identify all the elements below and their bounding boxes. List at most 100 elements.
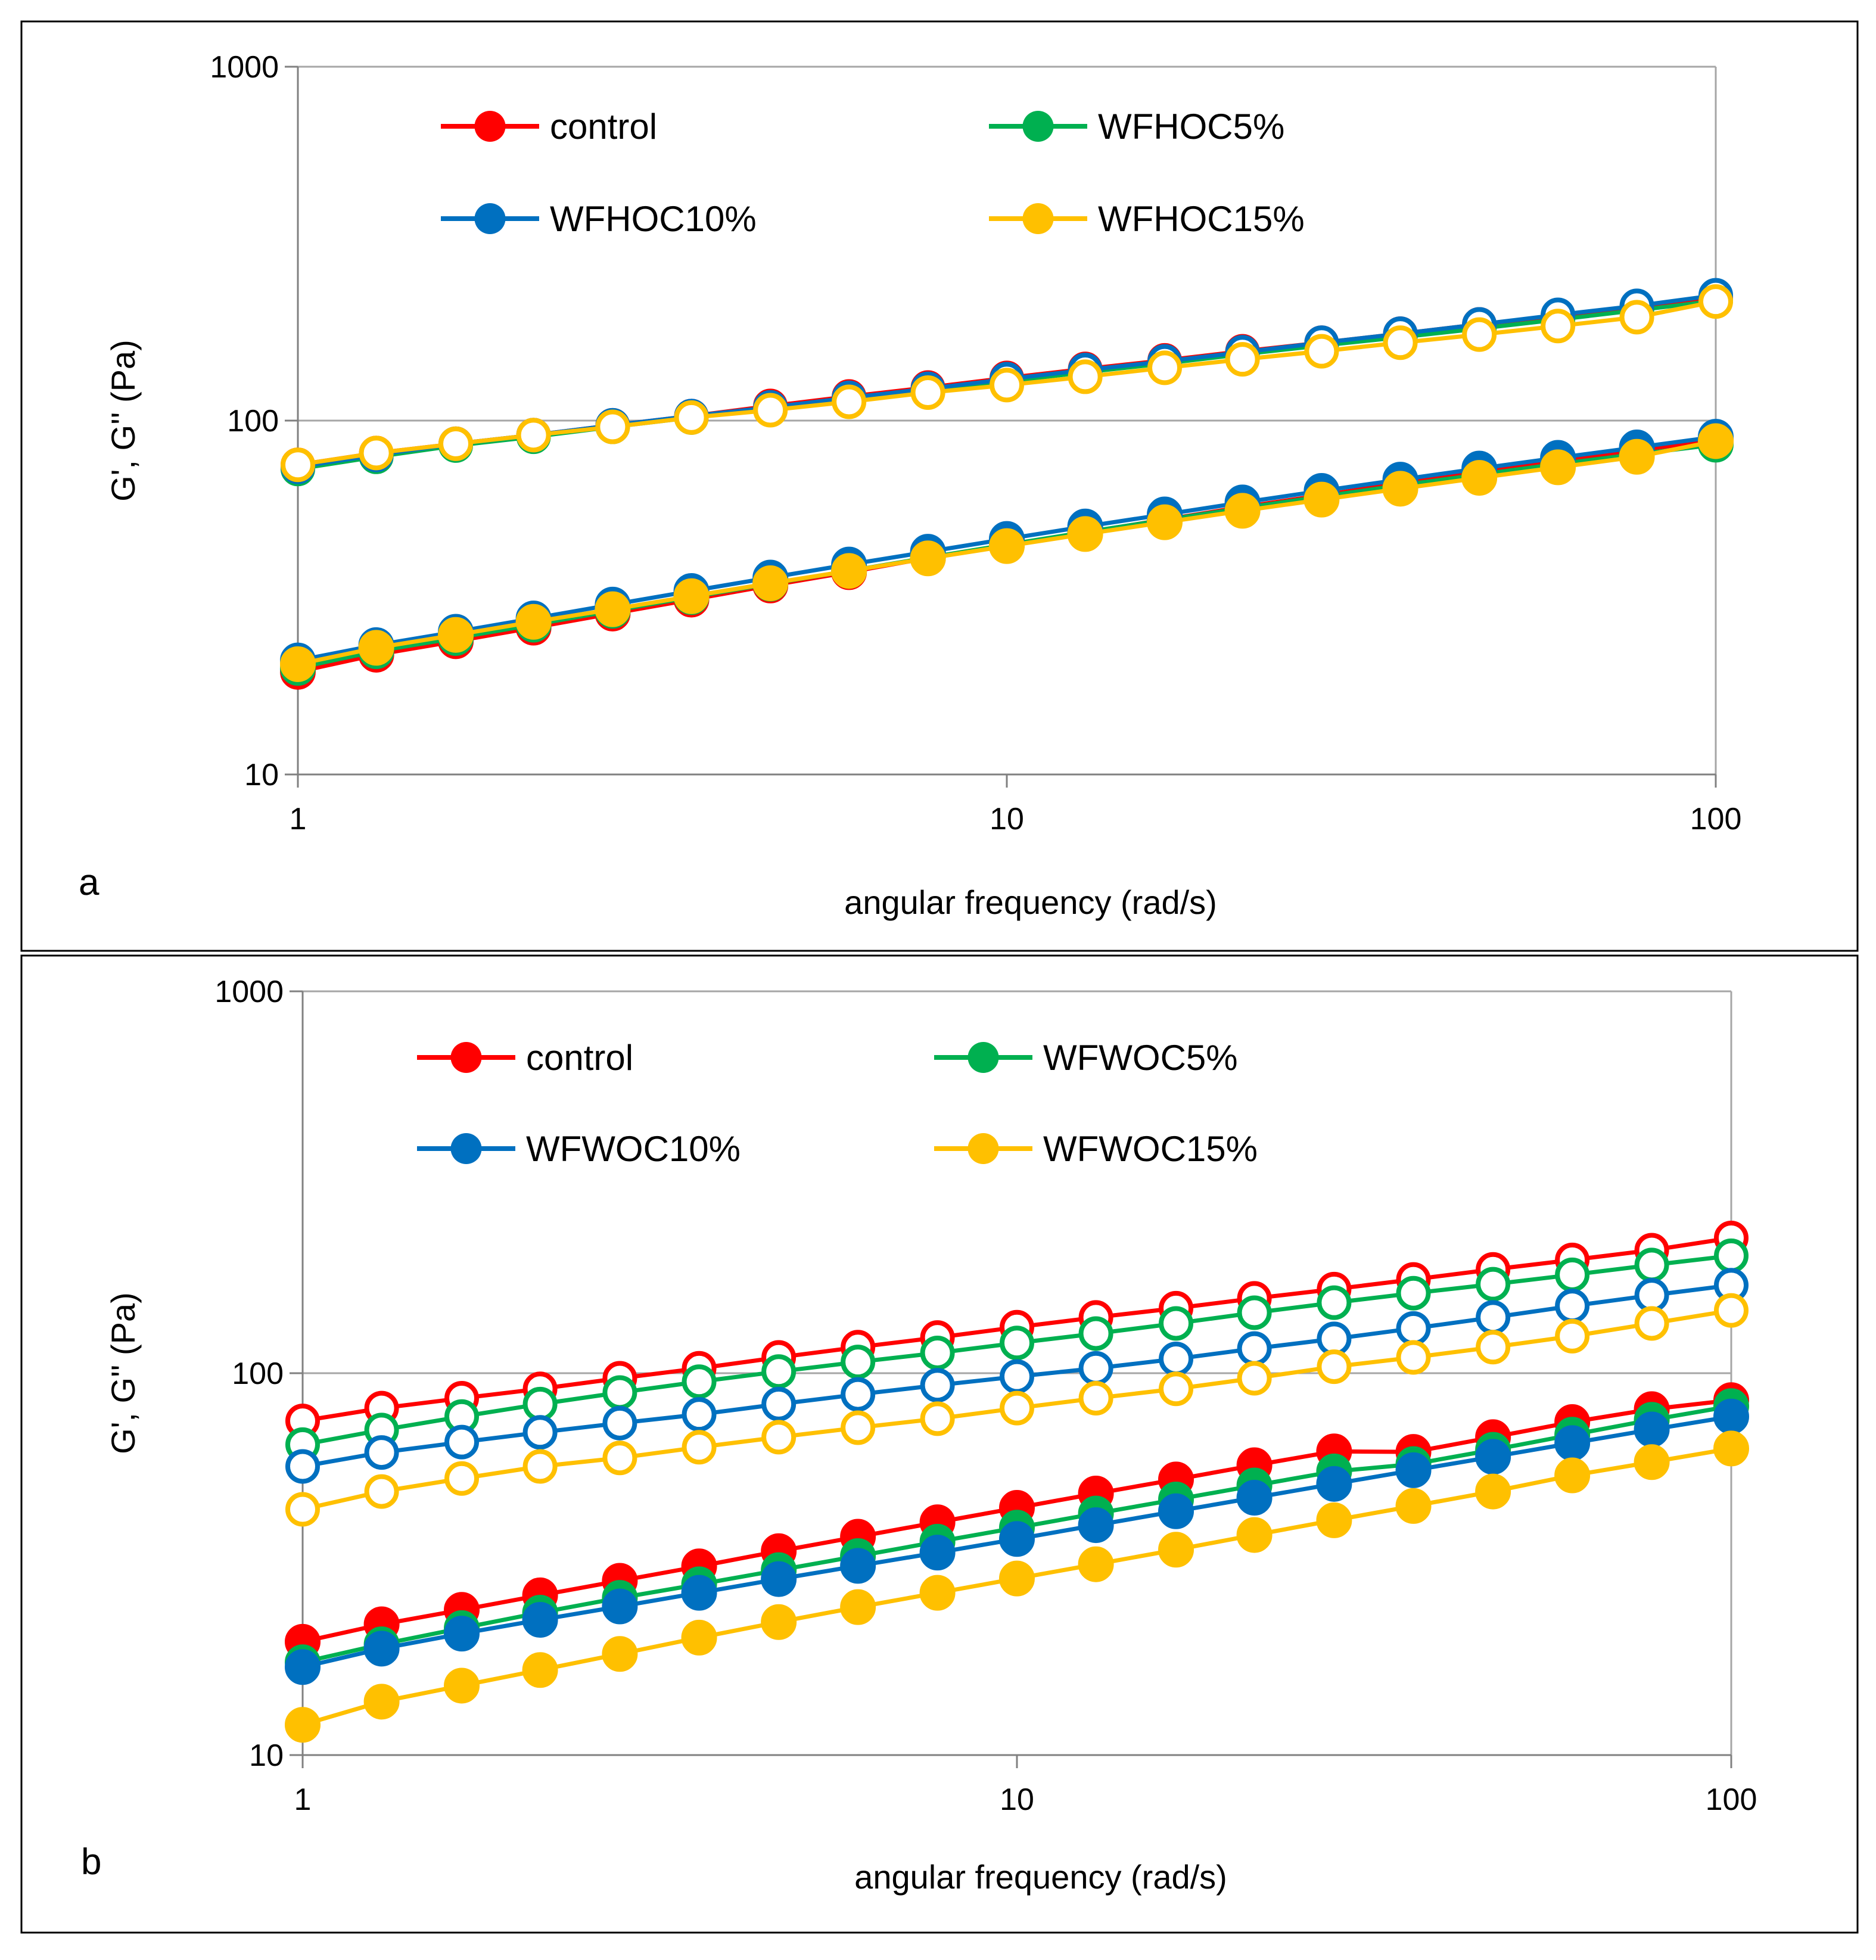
legend: control WFHOC5% WFHOC10% WFHOC15% [441,107,1305,239]
data-point [1396,1311,1431,1346]
data-point [1395,1452,1432,1488]
data-point [444,1424,480,1460]
data-point [1475,1473,1511,1510]
y-tick-label: 100 [227,404,279,438]
data-point [1634,1247,1669,1283]
data-point [1462,317,1497,352]
data-point [682,1430,717,1465]
y-tick-label: 10 [244,758,279,792]
x-tick-label: 100 [1690,802,1742,836]
y-axis-title: G', G'' (Pa) [104,1292,142,1454]
data-point [364,1435,399,1470]
data-point [364,1474,399,1509]
data-point [522,1415,558,1450]
legend-label-wfwoc15pct: WFWOC15% [1043,1129,1258,1169]
data-point [761,1420,797,1455]
data-point [602,1636,638,1672]
y-axis-title: G', G'' (Pa) [104,340,142,502]
series-wfwoc10pct-gprime [285,1268,1749,1484]
data-point [1159,1371,1194,1407]
data-point [1236,1480,1273,1516]
data-point [1147,350,1183,385]
data-point [602,1588,638,1625]
legend-swatch-marker [1022,203,1054,234]
data-point [444,1616,480,1652]
data-point [1698,284,1733,319]
data-point [1225,342,1260,377]
data-point [1317,1349,1352,1385]
data-point [1317,1285,1352,1320]
data-point [920,1335,955,1370]
data-point [515,603,552,640]
data-point [1159,1342,1194,1377]
data-point [1224,493,1261,529]
data-point [682,1397,717,1432]
data-point [1237,1361,1272,1396]
data-point [1303,481,1340,518]
data-point [920,1368,955,1403]
panel-frame [20,20,1859,952]
y-tick-label: 1000 [214,975,284,1009]
data-point [1317,1321,1352,1357]
data-point [1304,334,1339,369]
data-point [831,553,867,589]
data-point [516,418,551,453]
data-point [1475,1439,1511,1475]
data-point [1396,1275,1431,1311]
data-point [1619,438,1655,475]
x-tick-label: 10 [1000,1782,1034,1817]
series-wfwoc15pct-gprime [285,1293,1749,1527]
data-point [1634,1278,1669,1313]
data-point [1713,1430,1749,1467]
data-point [1555,1257,1590,1292]
y-tick-label: 10 [249,1738,284,1773]
data-point [1461,460,1498,496]
data-point [438,617,474,653]
data-point [1634,1306,1669,1341]
data-point [1078,1380,1113,1415]
data-point [1396,1340,1431,1375]
data-point [285,1449,320,1484]
data-point [761,1561,797,1597]
data-point [1078,1351,1113,1386]
data-point [752,565,789,602]
legend-label-control: control [550,107,657,147]
data-point [1476,1330,1511,1365]
data-point [444,1667,480,1704]
data-point [1383,325,1418,360]
data-point [1554,1425,1591,1461]
chart-panel-b: 10 100 1000 1 10 100 angular frequency (rad/s)… [20,954,1859,1934]
series-wfwoc10pct-gdoubleprime [285,1398,1749,1685]
data-point [682,1364,717,1399]
data-point [1555,1318,1590,1354]
data-point [761,1604,797,1640]
data-point [919,1535,956,1571]
data-point [1316,1466,1352,1502]
data-point [673,578,710,614]
y-tick-label: 1000 [210,50,279,85]
data-point [602,1375,637,1410]
data-point [1634,1444,1670,1480]
x-axis-title: angular frequency (rad/s) [854,1858,1227,1896]
data-point [761,1354,797,1389]
legend-label-wfhoc15pct: WFHOC15% [1098,199,1305,239]
data-point [840,1589,876,1625]
data-point [1067,516,1103,552]
data-point [1714,1293,1749,1328]
data-point [1078,1507,1114,1544]
x-tick-label: 100 [1706,1782,1757,1817]
data-point [832,384,867,419]
legend-swatch-marker [967,1133,999,1164]
data-point [1382,471,1418,507]
data-point [841,1410,876,1445]
data-point [841,1345,876,1380]
data-point [602,1441,637,1476]
data-point [989,528,1025,564]
data-point [920,1401,955,1436]
data-point [1237,1295,1272,1330]
data-point [1476,1267,1511,1302]
data-point [280,646,316,682]
data-point [285,1649,321,1685]
legend-swatch-marker [1022,111,1054,142]
